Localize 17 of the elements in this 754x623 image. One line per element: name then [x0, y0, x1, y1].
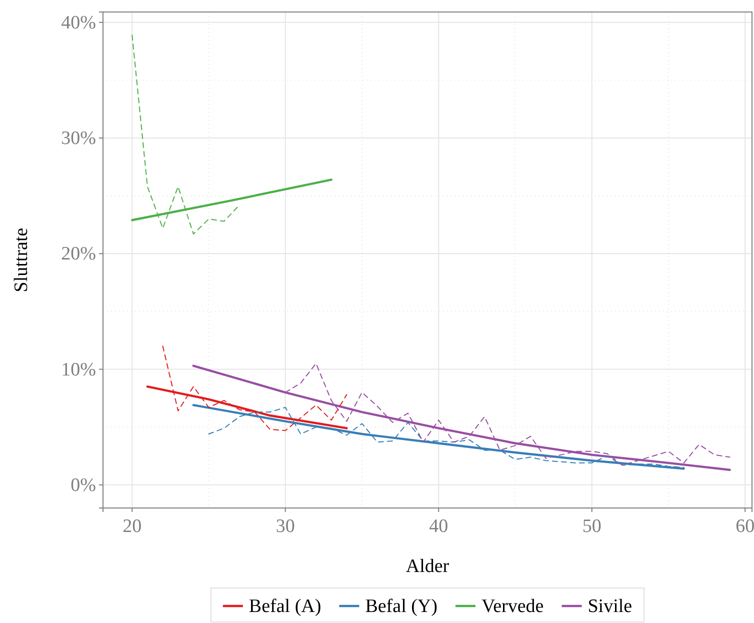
x-tick-label: 50 [582, 516, 602, 538]
legend-label: Sivile [588, 596, 632, 617]
x-tick-label: 30 [276, 516, 295, 538]
y-tick-label: 0% [70, 474, 96, 496]
y-tick-label: 30% [61, 128, 96, 150]
x-tick-label: 20 [122, 516, 142, 538]
x-tick-label: 60 [736, 516, 754, 538]
y-tick-label: 20% [61, 244, 96, 265]
legend-label: Vervede [481, 596, 544, 617]
y-tick-label: 40% [61, 12, 96, 34]
legend-label: Befal (A) [248, 596, 322, 617]
x-tick-label: 40 [429, 516, 448, 538]
legend-label: Befal (Y) [365, 596, 438, 617]
x-axis-title: Alder [406, 556, 450, 577]
line-series [192, 364, 731, 471]
y-tick-label: 10% [61, 359, 96, 380]
y-axis-title: Sluttrate [11, 228, 32, 292]
